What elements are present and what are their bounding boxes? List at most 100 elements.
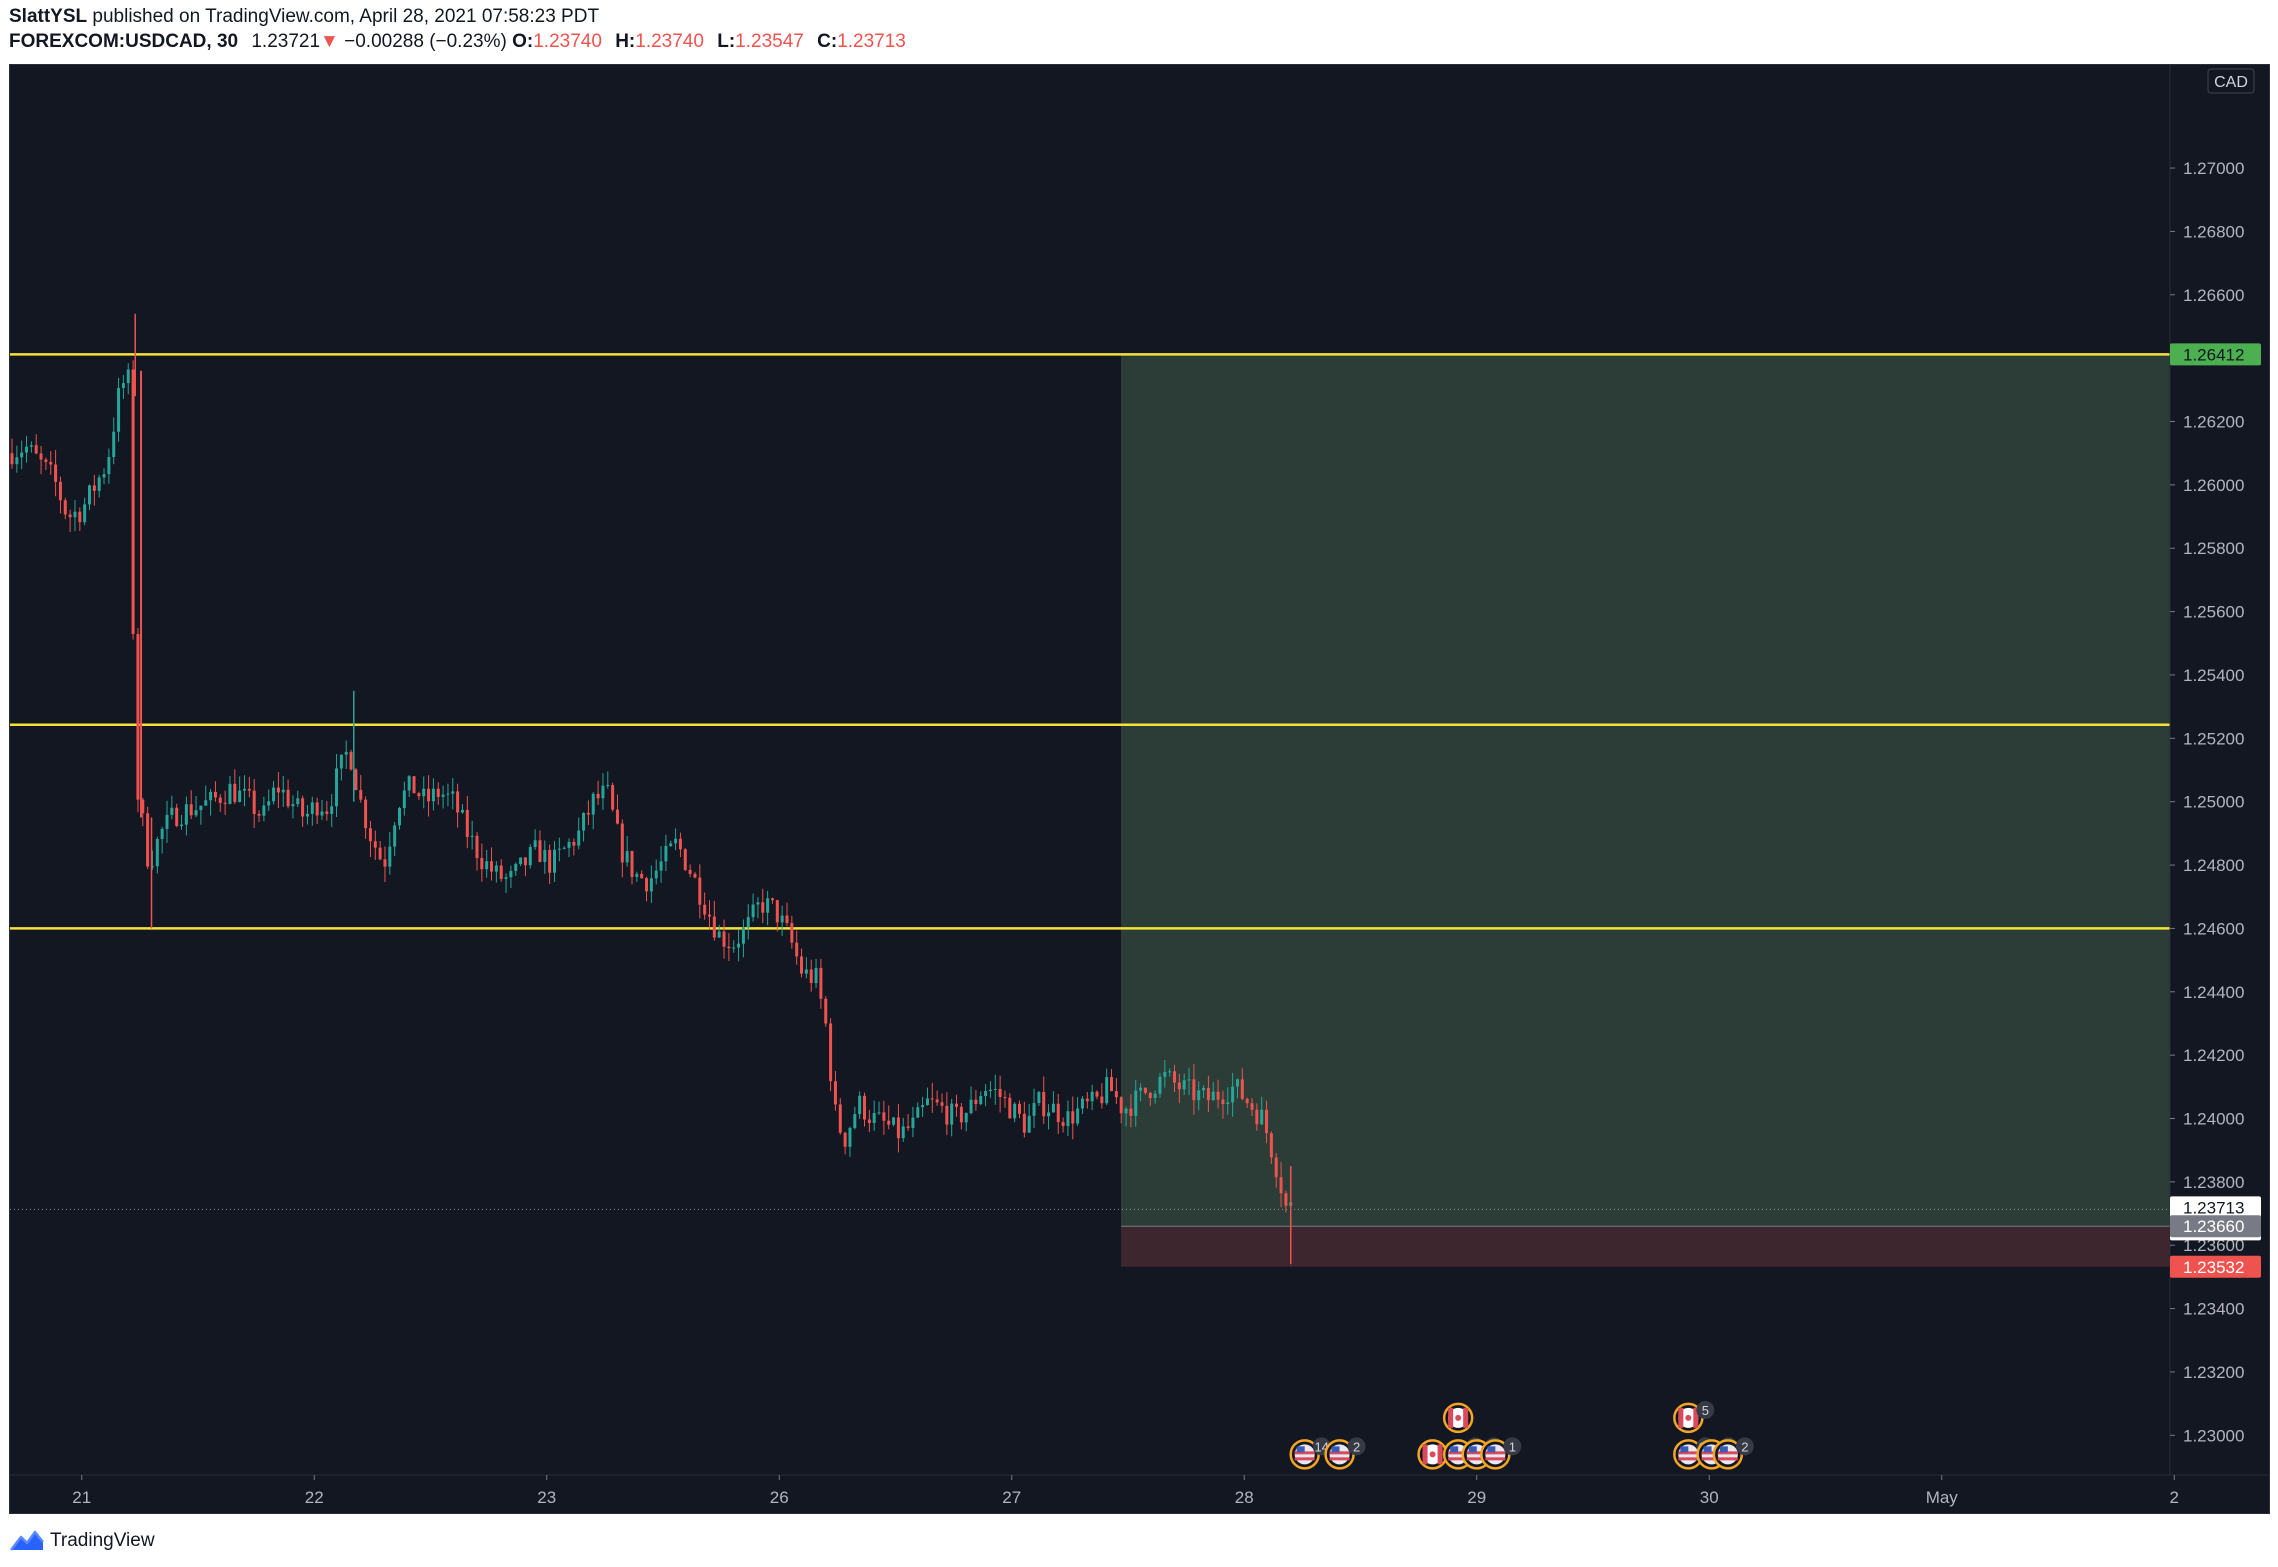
event-count-badge <box>1696 1400 1715 1419</box>
candle-body <box>1153 1093 1157 1098</box>
candle-body <box>664 845 668 862</box>
event-count-badge <box>1503 1437 1522 1456</box>
candle-body <box>475 835 479 859</box>
candle-body <box>228 783 232 804</box>
candle-body <box>611 785 615 810</box>
candle-body <box>1279 1177 1283 1194</box>
ca-flag-icon[interactable]: 5 <box>1673 1400 1715 1434</box>
candle-body <box>698 877 702 905</box>
flag-canton <box>1703 1446 1712 1453</box>
candle-body <box>1211 1091 1215 1101</box>
candle-body <box>301 798 305 817</box>
currency-button[interactable]: CAD <box>2207 68 2255 94</box>
y-tick-label: 1.23000 <box>2183 1426 2244 1445</box>
candle-body <box>703 904 707 915</box>
y-tick-label: 1.26200 <box>2183 413 2244 432</box>
last-price: 1.23721 <box>251 31 321 52</box>
candle-body <box>25 446 29 453</box>
candle-body <box>993 1088 997 1090</box>
tradingview-brand[interactable]: TradingView <box>50 1530 155 1551</box>
low-value: 1.23547 <box>735 31 804 52</box>
close-value: 1.23713 <box>837 31 906 52</box>
y-tick-label: 1.25600 <box>2183 603 2244 622</box>
price-badge-label: 1.23660 <box>2183 1217 2244 1236</box>
candle-body <box>751 904 755 918</box>
candle-body <box>131 369 135 635</box>
candle-body <box>412 776 416 794</box>
candle-body <box>170 807 174 815</box>
candle-body <box>1037 1092 1041 1104</box>
candle-body <box>863 1095 866 1120</box>
y-tick-label: 1.23200 <box>2183 1363 2244 1382</box>
candle-body <box>383 859 387 867</box>
us-flag-icon[interactable]: 1 <box>1480 1437 1522 1470</box>
candle-body <box>189 804 193 816</box>
candle-body <box>620 823 624 863</box>
low-label: L: <box>717 31 736 52</box>
candle-body <box>1129 1108 1133 1116</box>
candle-body <box>1022 1113 1026 1133</box>
price-chart[interactable]: 1.270001.268001.266001.264001.262001.260… <box>10 65 2269 1513</box>
flag-stripe <box>1485 1451 1506 1455</box>
us-flag-icon[interactable]: 2 <box>1712 1437 1754 1470</box>
candle-body <box>398 808 401 826</box>
candle-body <box>809 969 813 984</box>
position-stop-zone[interactable] <box>1121 1226 2170 1267</box>
candle-body <box>1168 1071 1172 1073</box>
flag-band <box>1448 1407 1454 1428</box>
candle-body <box>577 830 581 846</box>
candle-body <box>88 485 91 505</box>
candle-body <box>325 811 329 814</box>
candle-body <box>29 445 33 447</box>
author-name[interactable]: SlattYSL <box>9 6 88 27</box>
candle-body <box>688 869 692 874</box>
position-profit-zone[interactable] <box>1121 354 2170 1227</box>
price-axis: 1.270001.268001.266001.264001.262001.260… <box>2169 65 2261 1475</box>
candle-body <box>829 1023 833 1082</box>
candle-body <box>1119 1097 1123 1114</box>
ca-flag-icon[interactable] <box>1442 1402 1474 1434</box>
candle-body <box>1231 1086 1235 1103</box>
candle-body <box>533 840 537 848</box>
candle-body <box>1250 1103 1254 1110</box>
candle-body <box>1134 1090 1138 1116</box>
candle-body <box>305 813 309 817</box>
candle-body <box>121 383 125 389</box>
ca-flag-icon[interactable] <box>1417 1439 1448 1470</box>
chart-pane[interactable]: 1.270001.268001.266001.264001.262001.260… <box>9 64 2270 1514</box>
candle-body <box>257 814 261 816</box>
candle-body <box>775 900 779 923</box>
flag-stripe <box>1294 1451 1315 1455</box>
candle-body <box>824 998 828 1024</box>
candle-body <box>272 787 276 802</box>
candle-body <box>1177 1082 1181 1090</box>
candle-body <box>73 511 77 518</box>
candle-body <box>567 841 571 848</box>
candle-body <box>460 809 464 813</box>
candle-body <box>54 464 58 482</box>
currency-label: CAD <box>2214 74 2248 91</box>
candle-body <box>63 500 67 515</box>
tradingview-logo-icon[interactable] <box>9 1528 45 1552</box>
flag-stripe <box>1717 1451 1738 1455</box>
candle-body <box>1274 1157 1278 1178</box>
symbol-label[interactable]: FOREXCOM:USDCAD, 30 <box>9 31 239 52</box>
event-count: 5 <box>1702 1403 1709 1418</box>
candle-body <box>833 1081 837 1105</box>
y-tick-label: 1.25400 <box>2183 666 2244 685</box>
candle-body <box>378 847 382 860</box>
price-badge <box>2170 1215 2261 1238</box>
candle-body <box>422 788 426 797</box>
candle-body <box>364 799 368 829</box>
candle-body <box>853 1114 857 1128</box>
candle-body <box>494 865 498 872</box>
flag-stripe <box>1701 1457 1722 1461</box>
us-flag-icon[interactable]: 2 <box>1324 1437 1366 1470</box>
candle-body <box>1085 1098 1089 1102</box>
candle-body <box>659 861 663 871</box>
y-tick-label: 1.27000 <box>2183 159 2244 178</box>
candle-body <box>950 1103 954 1125</box>
candle-body <box>930 1098 934 1100</box>
flag-canton <box>1719 1446 1728 1453</box>
candle-body <box>683 849 687 870</box>
